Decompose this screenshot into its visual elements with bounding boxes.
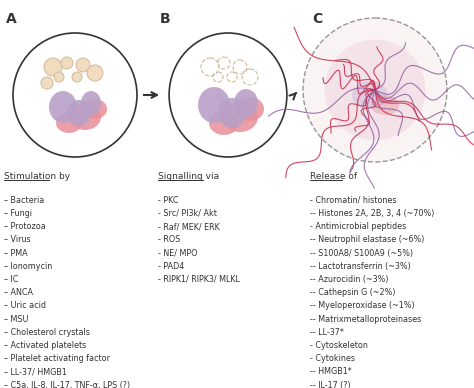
Ellipse shape <box>198 87 230 123</box>
Text: -- HMGB1*: -- HMGB1* <box>310 367 352 376</box>
Ellipse shape <box>69 104 101 130</box>
Text: Stimulation by: Stimulation by <box>4 172 70 181</box>
Text: - PAD4: - PAD4 <box>158 262 184 271</box>
Ellipse shape <box>67 100 91 126</box>
Text: – ANCA: – ANCA <box>4 288 33 297</box>
Circle shape <box>41 77 53 89</box>
Text: – Ionomycin: – Ionomycin <box>4 262 52 271</box>
Text: -- Lactotransferrin (~3%): -- Lactotransferrin (~3%) <box>310 262 411 271</box>
Text: B: B <box>160 12 171 26</box>
Text: - Src/ PI3k/ Akt: - Src/ PI3k/ Akt <box>158 209 217 218</box>
Text: -- Matrixmetalloproteinases: -- Matrixmetalloproteinases <box>310 315 421 324</box>
Text: – C5a, IL-8, IL-17, TNF-α, LPS (?): – C5a, IL-8, IL-17, TNF-α, LPS (?) <box>4 381 130 388</box>
Circle shape <box>13 33 137 157</box>
Text: – Bacteria: – Bacteria <box>4 196 44 205</box>
Circle shape <box>44 58 62 76</box>
Text: - NE/ MPO: - NE/ MPO <box>158 249 198 258</box>
Text: - Chromatin/ histones: - Chromatin/ histones <box>310 196 396 205</box>
Text: -- Histones 2A, 2B, 3, 4 (~70%): -- Histones 2A, 2B, 3, 4 (~70%) <box>310 209 434 218</box>
Ellipse shape <box>81 91 101 115</box>
Text: A: A <box>6 12 17 26</box>
Circle shape <box>76 58 90 72</box>
Text: - Antimicrobial peptides: - Antimicrobial peptides <box>310 222 406 231</box>
Text: - PKC: - PKC <box>158 196 179 205</box>
Ellipse shape <box>169 33 287 157</box>
Ellipse shape <box>209 111 239 135</box>
Text: – Platelet activating factor: – Platelet activating factor <box>4 354 110 363</box>
Text: -- Neutrophil elastase (~6%): -- Neutrophil elastase (~6%) <box>310 236 424 244</box>
Text: -- Myeloperoxidase (~1%): -- Myeloperoxidase (~1%) <box>310 301 415 310</box>
Ellipse shape <box>83 99 107 119</box>
Text: - Cytokines: - Cytokines <box>310 354 355 363</box>
Text: -- IL-17 (?): -- IL-17 (?) <box>310 381 351 388</box>
Text: – Virus: – Virus <box>4 236 31 244</box>
Text: Signalling via: Signalling via <box>158 172 219 181</box>
Text: - Raf/ MEK/ ERK: - Raf/ MEK/ ERK <box>158 222 220 231</box>
Circle shape <box>303 18 447 162</box>
Circle shape <box>72 72 82 82</box>
Ellipse shape <box>56 113 82 133</box>
Text: C: C <box>312 12 322 26</box>
Circle shape <box>61 57 73 69</box>
Text: – PMA: – PMA <box>4 249 27 258</box>
Text: -- LL-37*: -- LL-37* <box>310 328 344 337</box>
Ellipse shape <box>352 81 388 109</box>
Text: – Cholesterol crystals: – Cholesterol crystals <box>4 328 90 337</box>
Text: – IC: – IC <box>4 275 18 284</box>
Text: – Protozoa: – Protozoa <box>4 222 46 231</box>
Text: – LL-37/ HMGB1: – LL-37/ HMGB1 <box>4 367 67 376</box>
Circle shape <box>54 72 64 82</box>
Ellipse shape <box>234 89 258 117</box>
Text: - Cytoskeleton: - Cytoskeleton <box>310 341 368 350</box>
Circle shape <box>325 40 425 140</box>
Text: – Uric acid: – Uric acid <box>4 301 46 310</box>
Text: -- Azurocidin (~3%): -- Azurocidin (~3%) <box>310 275 389 284</box>
Ellipse shape <box>371 95 399 115</box>
Text: -- Cathepsin G (~2%): -- Cathepsin G (~2%) <box>310 288 395 297</box>
Text: - RIPK1/ RIPK3/ MLKL: - RIPK1/ RIPK3/ MLKL <box>158 275 240 284</box>
Text: Release of: Release of <box>310 172 357 181</box>
Text: – Fungi: – Fungi <box>4 209 32 218</box>
Text: – Activated platelets: – Activated platelets <box>4 341 86 350</box>
Text: – MSU: – MSU <box>4 315 28 324</box>
Text: - ROS: - ROS <box>158 236 181 244</box>
Ellipse shape <box>49 91 77 123</box>
Ellipse shape <box>218 98 246 128</box>
Text: -- S100A8/ S100A9 (~5%): -- S100A8/ S100A9 (~5%) <box>310 249 413 258</box>
Ellipse shape <box>222 102 258 132</box>
Circle shape <box>87 65 103 81</box>
Ellipse shape <box>236 97 264 121</box>
